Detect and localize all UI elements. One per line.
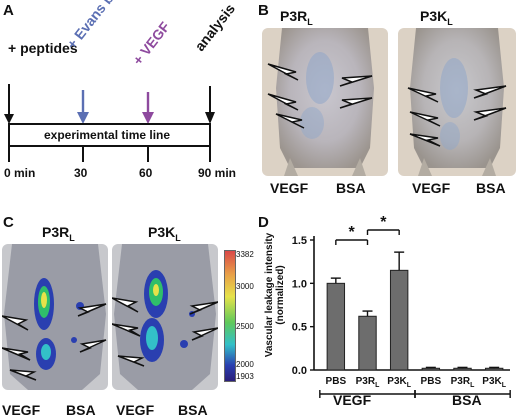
group-bsa-label: BSA [452,392,482,408]
panel-b-right-title-sub: L [447,16,453,27]
fluorescence-image-left [2,244,108,390]
tick-30: 30 [74,166,88,180]
y-tick-label: 1.5 [292,235,307,247]
tick-0: 0 min [4,166,36,180]
panel-c-right-title-main: P3K [148,224,176,240]
bar [484,367,504,371]
x-tick-label: PBS [421,376,442,387]
panel-b-left-title-sub: L [307,16,313,27]
timeline-diagram [4,84,215,162]
panel-a-letter: A [3,2,14,19]
tick-90: 90 min [198,166,237,180]
colorbar [224,250,236,382]
panel-b-left-title-main: P3R [280,8,308,24]
bar [326,282,346,371]
x-tick-label: PBS [326,376,347,387]
panel-b-right-title: P3KL [420,8,453,27]
colorbar-tick-3382: 3382 [236,250,254,259]
panel-c-left-title-sub: L [69,232,75,243]
panel-b-right-title-main: P3K [420,8,448,24]
panel-c-right-bsa: BSA [178,402,208,418]
timeline-label: experimental time line [44,128,171,142]
panel-c-left-title-main: P3R [42,224,70,240]
panel-b-left-vegf: VEGF [270,180,309,196]
panel-c-left-title: P3RL [42,224,75,243]
panel-c-right-vegf: VEGF [116,402,155,418]
y-tick-label: 1.0 [292,278,307,290]
x-tick-label: P3RL [356,376,380,389]
bar [358,315,377,371]
significance-bracket-2-marker: * [380,214,387,231]
panel-b-right-vegf: VEGF [412,180,451,196]
colorbar-tick-2000: 2000 [236,360,254,369]
colorbar-tick-1903: 1903 [236,372,254,381]
y-tick-label: 0.0 [292,365,307,377]
panel-b-right-bsa: BSA [476,180,506,196]
y-tick-label: 0.5 [292,322,307,334]
bar [453,367,472,371]
x-tick-label: P3KL [387,376,411,389]
panel-b-left-title: P3RL [280,8,313,27]
bar-chart: 0.0 0.5 1.0 1.5 PBS P3RL P3KL PBS P3RL P3KL * * [292,214,511,398]
panel-c-left-bsa: BSA [66,402,96,418]
panel-b-left-bsa: BSA [336,180,366,196]
step-peptides-label: + peptides [8,40,78,56]
group-vegf-label: VEGF [333,392,372,408]
tick-60: 60 [139,166,153,180]
timeline-box [8,123,211,147]
colorbar-tick-3000: 3000 [236,282,254,291]
panel-c-right-title-sub: L [175,232,181,243]
x-tick-label: P3KL [482,376,506,389]
mouse-photo-b-left [262,28,388,176]
mouse-photo-b-right [398,28,516,176]
panel-c-left-vegf: VEGF [2,402,41,418]
colorbar-tick-2500: 2500 [236,322,254,331]
bar [421,367,441,371]
panel-c-letter: C [3,214,14,231]
x-tick-label: P3RL [451,376,475,389]
bar [389,269,409,371]
significance-bracket-1-marker: * [349,224,356,241]
fluorescence-image-right [112,244,218,390]
panel-c-right-title: P3KL [148,224,181,243]
panel-d-letter: D [258,214,269,231]
panel-b-letter: B [258,2,269,19]
